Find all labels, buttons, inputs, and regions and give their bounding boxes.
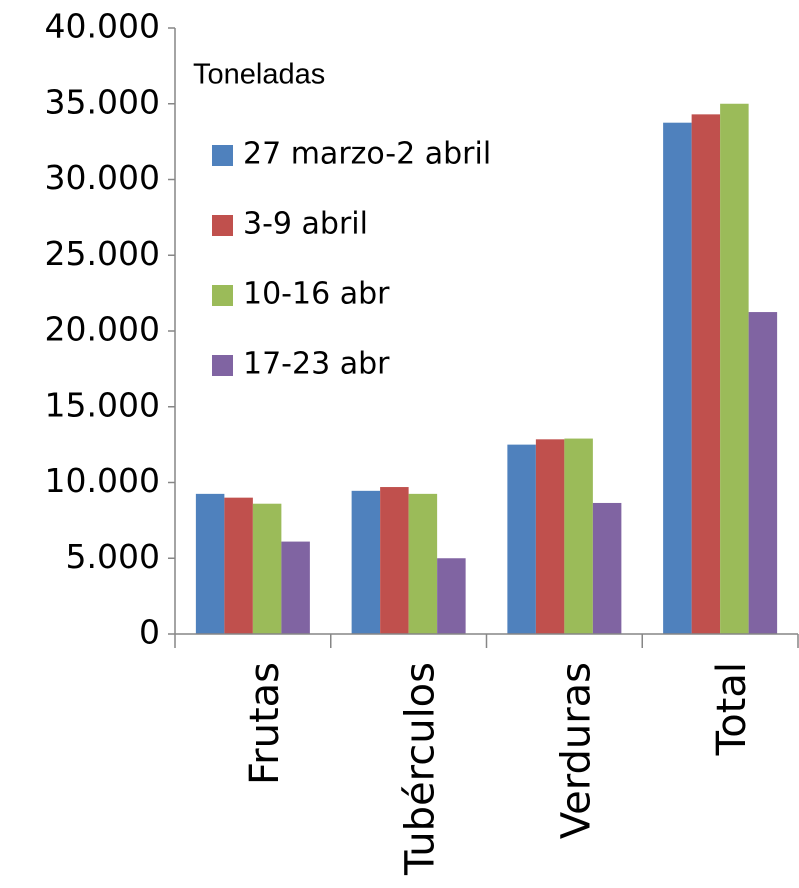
legend-swatch [212, 285, 233, 306]
bar [592, 502, 622, 634]
bar [437, 558, 466, 634]
y-tick-label: 10.000 [45, 461, 160, 500]
y-tick-label: 25.000 [45, 234, 160, 273]
legend-swatch [212, 145, 233, 166]
legend-label: 17-23 abr [243, 347, 390, 382]
bar [535, 439, 565, 634]
bar [351, 490, 381, 634]
bar [663, 122, 692, 634]
y-tick-label: 0 [139, 613, 160, 652]
bar [564, 438, 593, 634]
y-tick-label: 20.000 [45, 310, 160, 349]
bar [720, 103, 749, 634]
legend-label: 3-9 abril [243, 207, 368, 242]
bar [408, 493, 438, 634]
bar [380, 487, 409, 634]
legend-title: Toneladas [193, 59, 325, 91]
y-tick-label: 30.000 [45, 158, 160, 197]
x-tick-label: Frutas [242, 662, 288, 785]
y-tick-label: 40.000 [45, 7, 160, 46]
y-tick-label: 5.000 [66, 537, 160, 576]
bar [507, 444, 536, 634]
legend-label: 10-16 abr [243, 277, 390, 312]
x-tick-label: Total [709, 662, 755, 756]
y-tick-label: 35.000 [45, 82, 160, 121]
bar [281, 541, 310, 634]
bar [195, 493, 225, 634]
x-tick-label: Tubérculos [398, 662, 444, 876]
legend-swatch [212, 215, 233, 236]
bar [224, 497, 253, 634]
bar [748, 312, 778, 634]
x-tick-label: Verduras [553, 662, 599, 839]
bar [691, 114, 721, 635]
legend-label: 27 marzo-2 abril [243, 137, 491, 172]
y-tick-label: 15.000 [45, 385, 160, 424]
bar [252, 503, 282, 634]
legend-swatch [212, 355, 233, 376]
